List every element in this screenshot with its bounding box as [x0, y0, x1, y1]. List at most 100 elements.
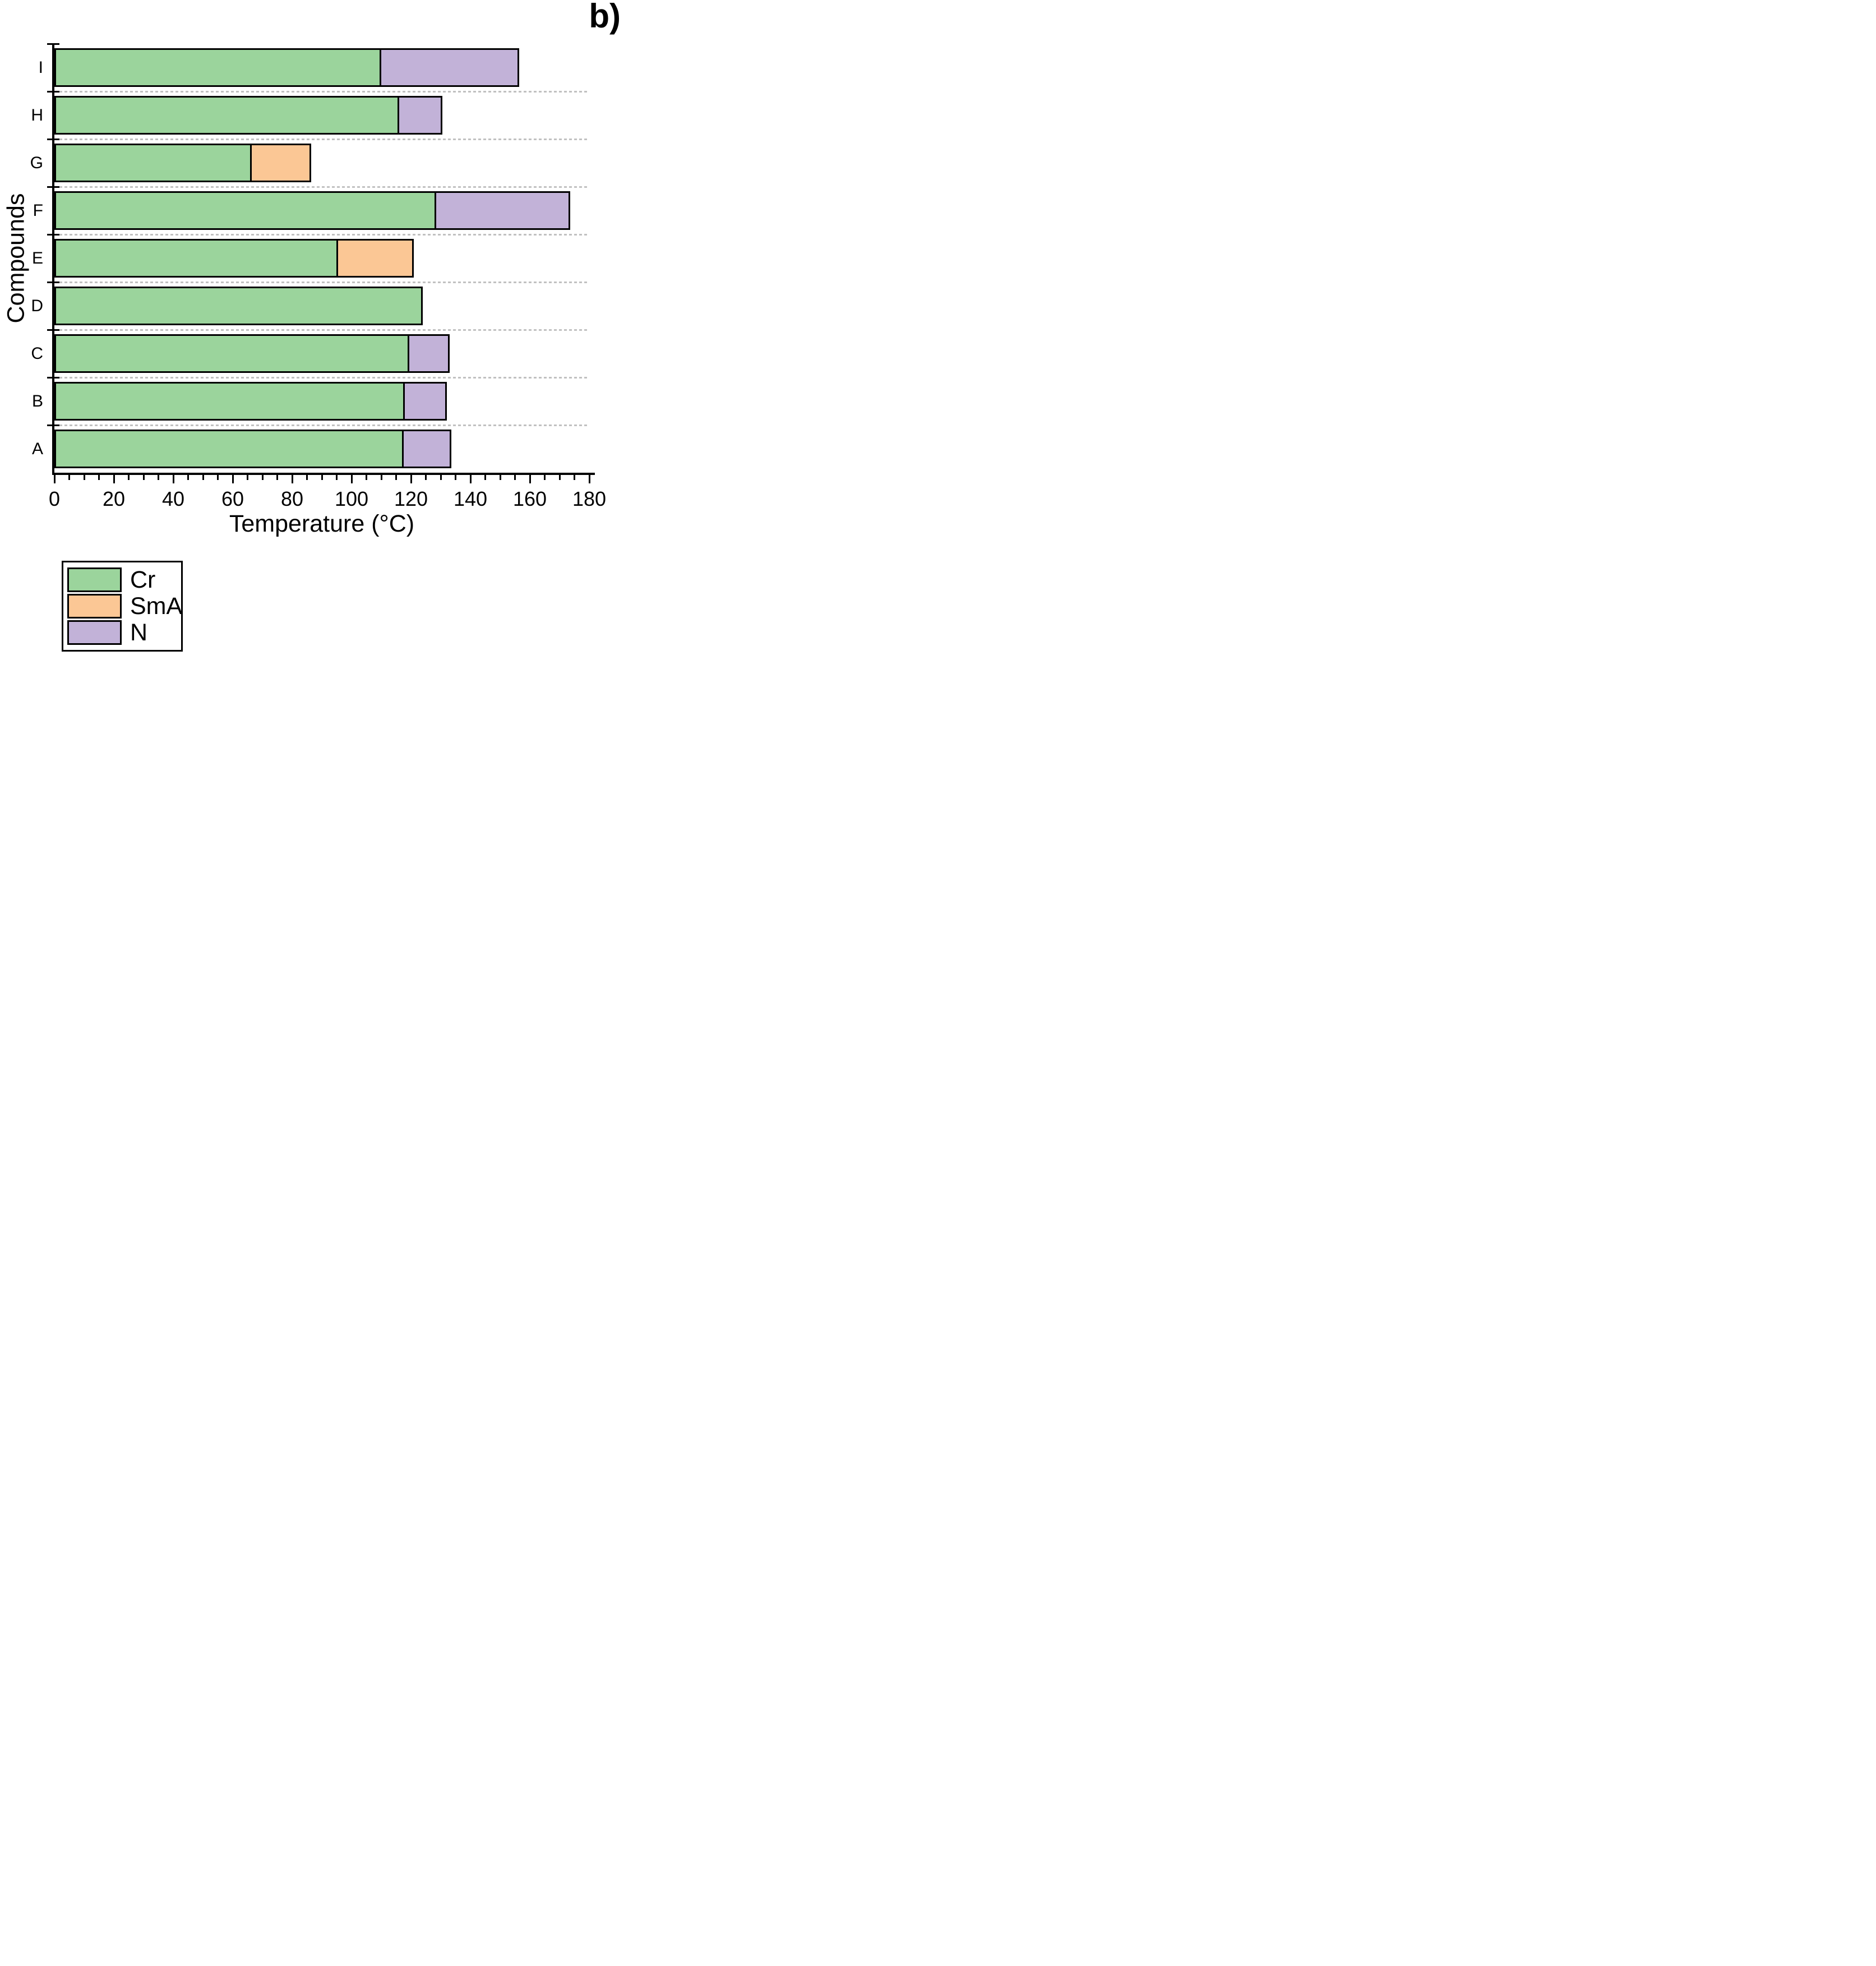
x-tick-label: 120 — [394, 487, 428, 510]
x-axis-tick — [128, 475, 130, 480]
category-gridline — [54, 329, 588, 331]
category-gridline — [54, 186, 588, 188]
category-gridline — [54, 424, 588, 426]
bar-segment-F-Cr — [54, 191, 437, 230]
category-gridline — [54, 90, 588, 93]
x-tick-label: 160 — [512, 487, 547, 510]
x-axis-tick — [350, 475, 353, 483]
category-label-F: F — [33, 201, 43, 220]
x-axis-tick — [276, 475, 278, 480]
x-tick-label: 180 — [572, 487, 607, 510]
bar-segment-I-N — [380, 48, 520, 87]
x-axis-tick — [113, 475, 115, 483]
category-gridline — [54, 376, 588, 379]
legend-entry-N: N — [67, 620, 178, 645]
y-axis-tick — [47, 281, 59, 283]
category-label-H: H — [31, 105, 43, 124]
legend-label-SmA: SmA — [130, 592, 183, 620]
category-label-D: D — [31, 296, 43, 315]
legend-swatch-N — [67, 620, 122, 645]
x-tick-label: 20 — [102, 487, 126, 510]
x-tick-label: 40 — [161, 487, 185, 510]
y-axis-tick — [47, 424, 59, 426]
category-gridline — [54, 138, 588, 140]
x-tick-label: 100 — [334, 487, 369, 510]
x-axis-tick — [83, 475, 85, 480]
x-axis-tick — [558, 475, 561, 480]
bar-segment-F-N — [435, 191, 570, 230]
bar-segment-C-N — [408, 334, 450, 373]
y-axis-line — [52, 44, 54, 475]
x-axis-tick — [261, 475, 264, 480]
x-axis-tick — [68, 475, 70, 480]
bar-segment-I-Cr — [54, 48, 381, 87]
x-axis-tick — [336, 475, 338, 480]
x-axis-tick — [544, 475, 546, 480]
legend-label-N: N — [130, 619, 148, 646]
legend-label-Cr: Cr — [130, 566, 156, 593]
figure: b) Compounds I H G F E D C B A 0 20 40 60 80 100 120 140… — [0, 0, 625, 659]
x-axis-tick — [588, 475, 590, 483]
x-axis-tick — [366, 475, 367, 480]
category-label-A: A — [31, 439, 43, 458]
x-axis-tick — [172, 475, 174, 483]
y-axis-tick — [47, 43, 59, 45]
legend-swatch-SmA — [67, 594, 122, 619]
x-axis-tick — [425, 475, 427, 480]
y-axis-tick — [47, 233, 59, 236]
legend-swatch-Cr — [67, 567, 122, 592]
category-gridline — [54, 281, 588, 283]
x-axis-tick — [484, 475, 486, 480]
bar-segment-A-Cr — [54, 430, 404, 468]
x-tick-label: 60 — [221, 487, 244, 510]
x-axis-tick — [440, 475, 442, 480]
x-axis-tick — [232, 475, 234, 483]
x-axis-tick — [499, 475, 501, 480]
x-axis-tick — [529, 475, 531, 483]
category-label-C: C — [31, 344, 43, 363]
bar-segment-E-SmA — [336, 239, 414, 278]
x-tick-label: 140 — [453, 487, 488, 510]
x-axis-tick — [469, 475, 472, 483]
bar-segment-B-Cr — [54, 382, 405, 421]
x-tick-label: 0 — [48, 487, 61, 510]
x-axis-line — [52, 473, 595, 475]
bar-segment-D-Cr — [54, 287, 423, 325]
x-axis-title: Temperature (°C) — [229, 510, 415, 537]
x-axis-tick — [455, 475, 456, 480]
category-label-B: B — [31, 391, 43, 410]
bar-segment-G-Cr — [54, 144, 252, 182]
x-axis-tick — [142, 475, 145, 480]
x-axis-tick — [395, 475, 397, 480]
x-axis-tick — [53, 475, 56, 483]
bar-segment-E-Cr — [54, 239, 339, 278]
bar-segment-G-SmA — [250, 144, 312, 182]
bar-segment-A-N — [401, 430, 451, 468]
category-label-G: G — [30, 153, 43, 172]
x-axis-tick — [217, 475, 219, 480]
x-axis-tick — [321, 475, 323, 480]
x-axis-tick — [291, 475, 293, 483]
bar-segment-H-Cr — [54, 96, 399, 135]
legend-entry-Cr: Cr — [67, 567, 178, 592]
y-axis-tick — [47, 186, 59, 188]
x-axis-tick — [158, 475, 159, 480]
plot-area: I H G F E D C B A 0 20 40 60 80 100 120 140 160 180 — [30, 43, 606, 510]
x-axis-tick — [202, 475, 204, 480]
bar-segment-H-N — [397, 96, 442, 135]
x-axis-tick — [574, 475, 575, 480]
x-axis-tick — [187, 475, 189, 480]
bar-segment-C-Cr — [54, 334, 410, 373]
x-axis-tick — [380, 475, 382, 480]
category-gridline — [54, 233, 588, 236]
x-axis-tick — [514, 475, 516, 480]
category-label-I: I — [38, 58, 43, 77]
x-axis-tick — [247, 475, 248, 480]
x-axis-tick — [306, 475, 308, 480]
y-axis-tick — [47, 376, 59, 379]
y-axis-tick — [47, 329, 59, 331]
x-tick-label: 80 — [280, 487, 304, 510]
y-axis-tick — [47, 90, 59, 93]
figure-panel-label: b) — [589, 0, 621, 35]
legend-box: Cr SmA N — [62, 561, 183, 652]
